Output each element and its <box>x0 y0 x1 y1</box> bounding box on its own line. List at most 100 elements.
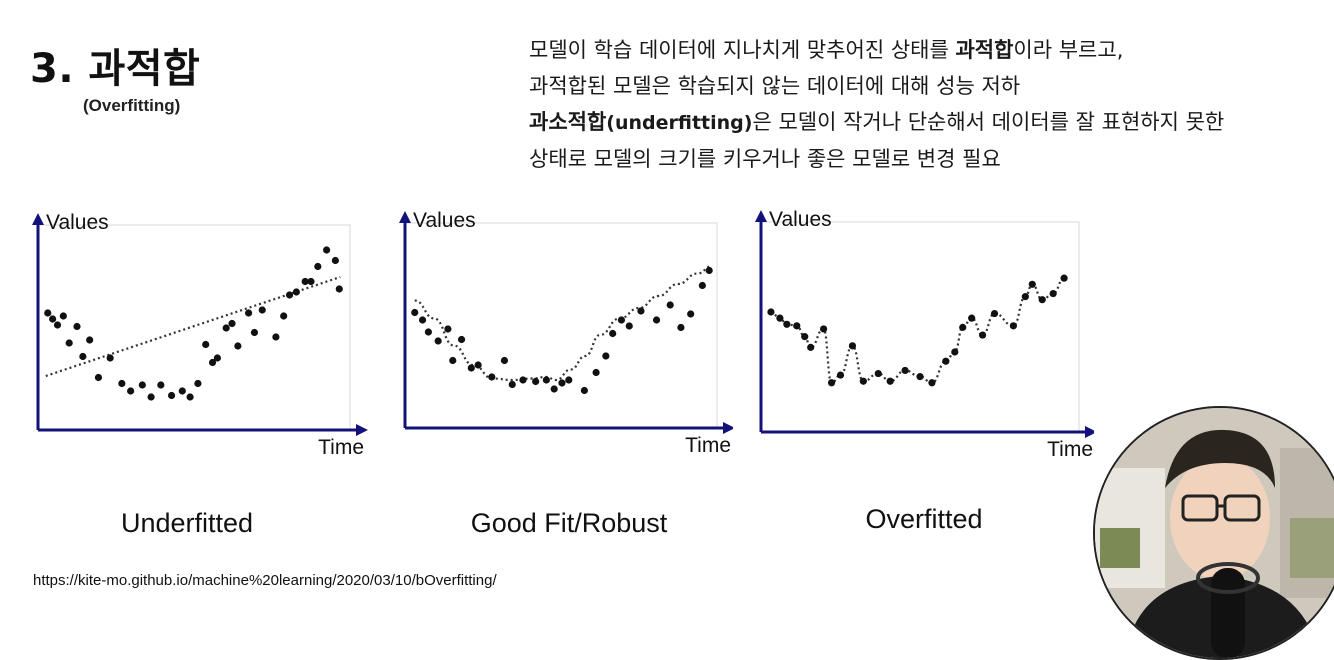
chart-overfitted: Values Time <box>749 200 1097 474</box>
data-point <box>457 335 466 344</box>
data-point <box>285 291 294 299</box>
data-point <box>178 387 186 395</box>
data-point <box>213 354 221 362</box>
data-point <box>500 356 509 365</box>
data-point <box>331 256 339 265</box>
data-point <box>258 306 266 314</box>
data-point <box>767 308 775 316</box>
data-point <box>106 354 114 362</box>
chart-good-fit-svg: Values Time <box>399 209 735 457</box>
slide-subtitle: (Overfitting) <box>83 96 181 115</box>
y-axis-label: Values <box>46 211 109 234</box>
data-point <box>874 369 882 378</box>
data-point <box>542 376 550 384</box>
data-point <box>848 342 857 350</box>
data-point <box>118 379 126 388</box>
data-point <box>280 312 288 320</box>
data-point <box>194 379 202 388</box>
data-point <box>508 380 516 389</box>
desc-bold-term: 과적합 <box>955 38 1014 62</box>
data-point <box>776 314 784 322</box>
data-point <box>53 321 62 329</box>
data-point <box>617 316 626 324</box>
x-axis-arrow <box>723 422 735 434</box>
caption-good-fit: Good Fit/Robust <box>470 508 668 538</box>
data-point <box>519 376 527 384</box>
data-point <box>625 322 633 330</box>
data-point <box>532 377 540 386</box>
data-point <box>335 285 343 293</box>
plot-frame <box>404 222 718 429</box>
data-point <box>698 281 706 290</box>
data-point <box>272 333 280 341</box>
data-point <box>801 333 809 341</box>
presenter-image <box>1095 408 1334 658</box>
desc-text: 모델이 학습 데이터에 지나치게 맞추어진 상태를 <box>529 38 956 62</box>
data-point <box>609 329 617 338</box>
fit-line <box>414 264 713 382</box>
caption-overfitted: Overfitted <box>865 504 983 534</box>
data-point <box>959 323 967 331</box>
chart-underfitted: Values Time <box>28 200 368 469</box>
data-point <box>44 309 52 317</box>
data-point <box>314 262 322 271</box>
data-point <box>222 324 230 332</box>
data-point <box>434 337 442 345</box>
fit-line <box>770 277 1065 384</box>
source-link[interactable]: https://kite-mo.github.io/machine%20lear… <box>33 572 497 589</box>
data-point <box>474 361 482 369</box>
data-point <box>301 277 309 286</box>
plot-frame <box>760 221 1080 433</box>
data-point <box>186 393 194 401</box>
data-point <box>59 312 67 320</box>
data-point <box>307 277 315 286</box>
desc-text: 은 모델이 작거나 단순해서 데이터를 잘 표현하지 못한 <box>752 110 1225 134</box>
data-point <box>565 376 573 384</box>
desc-line-4: 상태로 모델의 크기를 키우거나 좋은 모델로 변경 필요 <box>529 147 1001 171</box>
data-point <box>820 325 828 333</box>
data-point <box>208 358 217 367</box>
data-point <box>444 325 452 333</box>
data-point <box>449 356 457 365</box>
chart-underfitted-svg: Values Time <box>32 211 368 459</box>
data-point <box>157 381 165 389</box>
x-axis-label: Time <box>685 434 731 457</box>
data-point <box>990 309 999 318</box>
fit-line <box>45 275 341 378</box>
data-point <box>1009 322 1018 330</box>
data-point <box>488 373 496 381</box>
chart-overfitted-svg: Values Time <box>755 208 1097 461</box>
data-point <box>836 371 845 379</box>
data-point <box>167 391 176 400</box>
data-point <box>292 288 300 296</box>
data-point <box>1049 289 1057 298</box>
data-point <box>928 379 936 387</box>
data-point <box>687 310 695 318</box>
data-point <box>705 266 713 275</box>
data-point <box>138 381 146 389</box>
data-point <box>202 340 210 349</box>
data-point <box>901 366 909 375</box>
data-point <box>245 309 253 317</box>
data-point <box>827 379 836 387</box>
slide-description: 모델이 학습 데이터에 지나치게 맞추어진 상태를 과적합이라 부르고, 과적합… <box>529 32 1329 177</box>
data-point <box>652 316 661 324</box>
desc-text: 이라 부르고, <box>1013 38 1124 62</box>
caption-underfitted: Underfitted <box>120 508 254 538</box>
desc-bold-term: 과소적합 <box>529 110 607 134</box>
data-point <box>86 336 94 344</box>
plot-frame <box>37 224 351 431</box>
data-point <box>602 352 610 360</box>
data-point <box>859 377 867 385</box>
desc-line-1: 모델이 학습 데이터에 지나치게 맞추어진 상태를 과적합이라 부르고, <box>529 32 1329 68</box>
x-axis-arrow <box>1085 426 1097 438</box>
data-point <box>234 342 242 350</box>
slide-title: 3. 과적합 <box>30 46 201 92</box>
chart-good-fit: Values Time <box>393 200 735 469</box>
data-point <box>1028 280 1036 288</box>
data-point <box>677 323 685 332</box>
desc-line-2: 과적합된 모델은 학습되지 않는 데이터에 대해 성능 저하 <box>529 74 1021 98</box>
data-point <box>94 373 103 382</box>
data-point <box>73 322 81 331</box>
x-axis-label: Time <box>318 436 364 459</box>
